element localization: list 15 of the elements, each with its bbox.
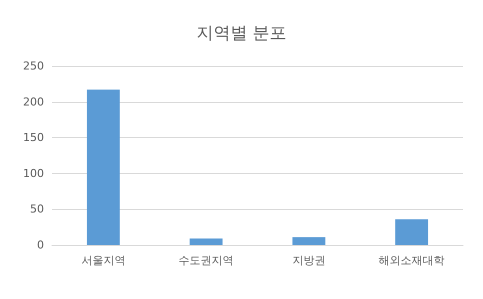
bar xyxy=(395,219,428,245)
x-tick-label: 서울지역 xyxy=(81,254,126,267)
chart-title: 지역별 분포 xyxy=(196,24,287,44)
x-tick-label: 해외소재대학 xyxy=(378,254,445,267)
bar xyxy=(190,238,223,245)
y-tick-label: 200 xyxy=(23,95,44,108)
x-tick-label: 지방권 xyxy=(292,254,326,267)
y-tick-label: 150 xyxy=(23,131,44,144)
bar xyxy=(86,90,120,245)
y-tick-label: 100 xyxy=(23,166,44,180)
y-tick-label: 0 xyxy=(37,238,44,252)
x-tick-label: 수도권지역 xyxy=(178,254,234,267)
bar xyxy=(292,237,326,245)
y-tick-label: 50 xyxy=(30,202,44,216)
y-tick-label: 250 xyxy=(23,60,44,72)
